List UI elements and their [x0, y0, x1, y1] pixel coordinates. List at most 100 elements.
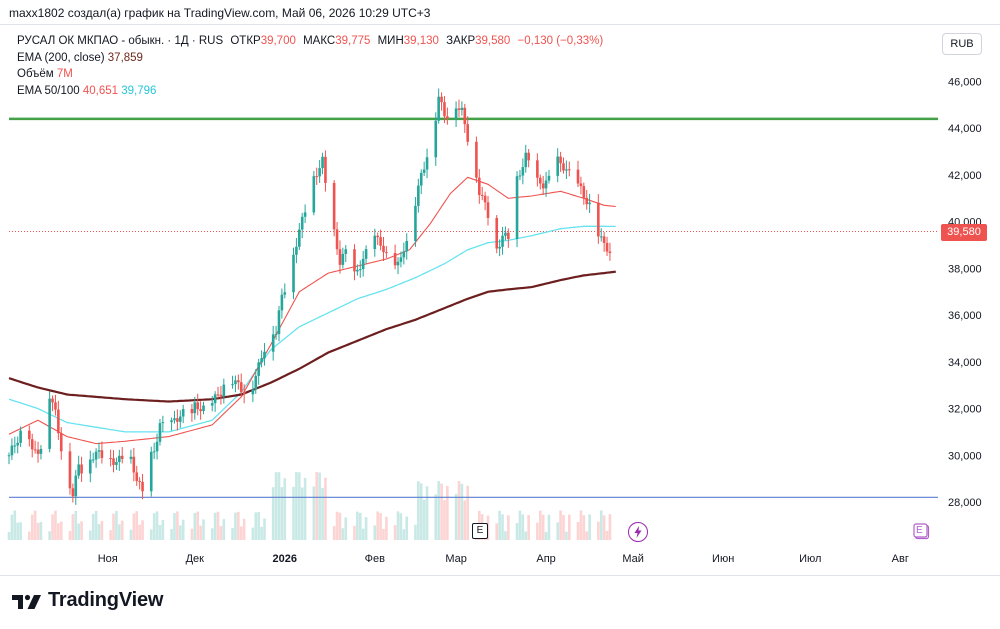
candle[interactable] [437, 88, 440, 124]
candle[interactable] [402, 242, 406, 265]
candle[interactable] [315, 167, 319, 185]
legend-ema50-100-row[interactable]: EMA 50/100 40,651 39,796 [17, 83, 603, 100]
candle[interactable] [210, 396, 214, 412]
earnings-icon[interactable]: E [472, 523, 488, 539]
currency-button[interactable]: RUB [942, 33, 982, 55]
candle[interactable] [68, 442, 72, 495]
candle[interactable] [263, 343, 266, 366]
candle[interactable] [292, 247, 295, 300]
candle[interactable] [251, 380, 255, 403]
candle[interactable] [602, 232, 606, 252]
candle[interactable] [446, 107, 449, 125]
candle[interactable] [234, 375, 237, 393]
candle[interactable] [480, 186, 484, 201]
candle[interactable] [515, 171, 519, 248]
candle[interactable] [608, 242, 612, 261]
candle[interactable] [237, 374, 240, 390]
candle[interactable] [152, 442, 156, 460]
candle[interactable] [460, 101, 464, 116]
candle[interactable] [300, 212, 304, 239]
candle[interactable] [562, 157, 565, 174]
candle[interactable] [495, 215, 499, 254]
legend-ema200-row[interactable]: EMA (200, close) 37,859 [17, 50, 603, 67]
candle[interactable] [298, 223, 301, 250]
ema200-line[interactable] [8, 270, 616, 403]
candle[interactable] [88, 450, 92, 483]
candle[interactable] [335, 221, 339, 255]
candle[interactable] [417, 178, 420, 213]
candle[interactable] [588, 193, 591, 213]
candle[interactable] [597, 194, 600, 244]
candle[interactable] [385, 246, 388, 259]
candle[interactable] [332, 180, 336, 237]
candle[interactable] [559, 151, 562, 172]
candle[interactable] [77, 455, 80, 479]
candle[interactable] [454, 101, 458, 128]
candle[interactable] [556, 148, 559, 183]
candle[interactable] [440, 92, 443, 111]
legend-symbol-row[interactable]: РУСАЛ ОК МКПАО - обыкн. · 1Д · RUS ОТКР3… [17, 33, 603, 50]
candle[interactable] [324, 150, 327, 192]
lightning-icon[interactable] [628, 522, 648, 542]
candle[interactable] [422, 161, 426, 177]
candle[interactable] [239, 373, 243, 398]
candle[interactable] [199, 401, 202, 420]
candle[interactable] [605, 236, 609, 256]
candle[interactable] [30, 433, 34, 458]
candle[interactable] [361, 250, 365, 277]
candle[interactable] [59, 427, 63, 460]
candle[interactable] [399, 251, 403, 268]
candle[interactable] [478, 169, 481, 204]
candle[interactable] [39, 445, 43, 460]
candle[interactable] [457, 99, 461, 117]
candle[interactable] [222, 378, 226, 404]
candle[interactable] [379, 229, 382, 251]
candle[interactable] [242, 384, 246, 404]
candle[interactable] [120, 447, 124, 464]
candle[interactable] [396, 257, 400, 275]
candle[interactable] [434, 112, 438, 166]
candle[interactable] [443, 96, 446, 123]
candle[interactable] [280, 288, 284, 319]
candle[interactable] [419, 169, 423, 195]
candle[interactable] [463, 103, 467, 133]
candle[interactable] [118, 449, 121, 471]
candle[interactable] [414, 197, 417, 247]
candle[interactable] [501, 226, 504, 255]
candle[interactable] [521, 158, 525, 185]
candle[interactable] [190, 403, 194, 422]
candle[interactable] [10, 438, 14, 461]
candle[interactable] [524, 144, 528, 173]
candle[interactable] [527, 148, 530, 168]
candle[interactable] [576, 160, 580, 188]
candle[interactable] [71, 483, 75, 503]
candle[interactable] [193, 396, 197, 420]
candle[interactable] [80, 456, 83, 482]
ema50-line[interactable] [8, 176, 616, 445]
candle[interactable] [303, 204, 307, 223]
candle[interactable] [541, 175, 545, 196]
candle[interactable] [260, 350, 263, 368]
candle[interactable] [112, 450, 115, 473]
candle[interactable] [13, 436, 17, 454]
legend-volume-row[interactable]: Объём 7M [17, 66, 603, 83]
candle[interactable] [74, 469, 78, 505]
candle[interactable] [393, 244, 397, 270]
candle[interactable] [358, 260, 362, 278]
future-earnings-icon[interactable]: E [913, 523, 930, 540]
candle[interactable] [538, 174, 542, 190]
candle[interactable] [33, 440, 37, 454]
candle[interactable] [466, 116, 469, 146]
candle[interactable] [274, 325, 278, 340]
candle[interactable] [544, 171, 548, 197]
candle[interactable] [7, 452, 11, 465]
candle[interactable] [135, 465, 139, 486]
candle[interactable] [138, 477, 141, 490]
candle[interactable] [568, 161, 571, 177]
candle[interactable] [547, 169, 551, 184]
candle[interactable] [295, 237, 298, 264]
candle[interactable] [341, 247, 345, 269]
candle[interactable] [173, 410, 176, 424]
candle[interactable] [318, 159, 321, 183]
